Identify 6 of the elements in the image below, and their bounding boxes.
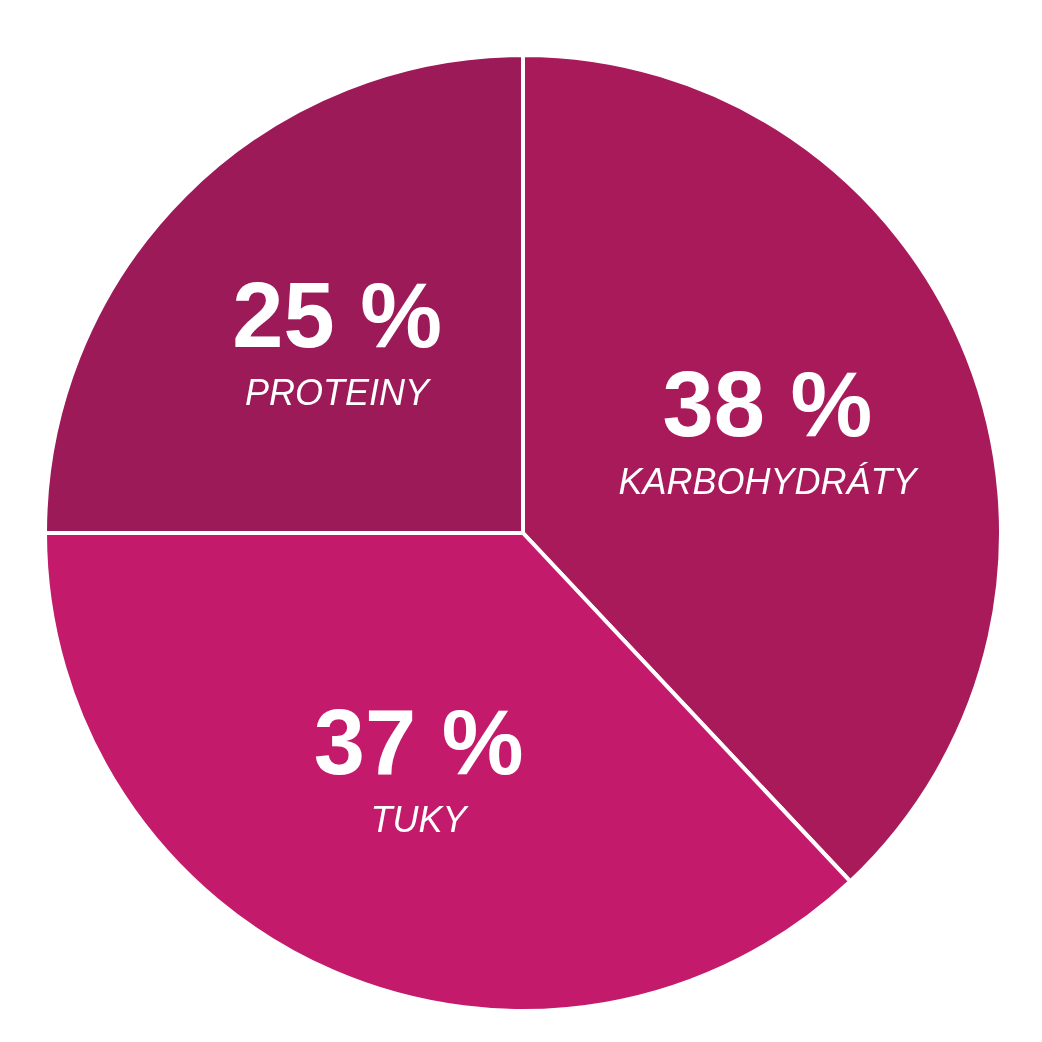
data-label: 25 % (232, 264, 442, 367)
slice-label: TUKY (370, 799, 470, 841)
slice-label: PROTEINY (245, 372, 433, 414)
data-label: 38 % (662, 353, 873, 456)
slice-label: KARBOHYDRÁTY (618, 461, 920, 503)
data-label: 37 % (313, 691, 524, 794)
